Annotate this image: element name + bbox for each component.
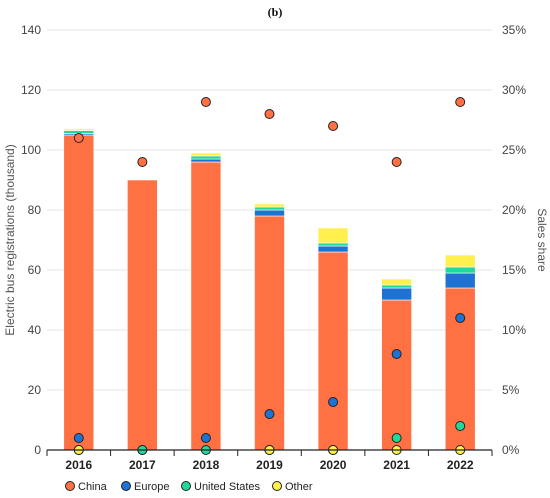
y-tick-label: 100: [21, 143, 41, 157]
legend-china-label: China: [78, 481, 108, 493]
bar-other-2016: [63, 128, 95, 131]
bar-other-2018: [190, 152, 222, 157]
share-point-china-2021: [391, 157, 402, 167]
chart-title: (b): [268, 5, 283, 19]
bar-other-2019: [254, 203, 285, 208]
x-tick-label: 2018: [193, 458, 220, 472]
y2-tick-label: 25%: [502, 143, 526, 157]
legend-china-marker: [65, 481, 75, 491]
share-point-europe-2019: [264, 409, 275, 419]
bar-united-states-2021: [381, 284, 412, 289]
y2-tick-label: 5%: [502, 383, 520, 397]
share-point-china-2017: [137, 157, 148, 167]
bar-europe-2021: [381, 287, 412, 301]
y-tick-label: 60: [28, 263, 42, 277]
y2-axis-title: Sales share: [535, 208, 549, 272]
bar-china-2020: [317, 251, 349, 451]
share-point-europe-2016: [73, 433, 84, 443]
share-point-united-states-2022: [455, 421, 466, 431]
x-tick-label: 2019: [256, 458, 283, 472]
bar-united-states-2022: [444, 266, 476, 274]
share-point-europe-2018: [200, 433, 211, 443]
legend: China Europe United States Other: [65, 481, 313, 493]
axes: 0 20 40 60 80 100 120 140 0% 5% 10% 15% 20% 25% 30% 35%…: [21, 23, 526, 472]
bar-europe-2019: [254, 209, 285, 217]
bar-united-states-2018: [190, 155, 222, 160]
y2-tick-label: 35%: [502, 23, 526, 37]
bar-china-2016: [63, 134, 95, 451]
y2-tick-label: 30%: [502, 83, 526, 97]
bar-china-2021: [381, 299, 412, 451]
legend-other-marker: [272, 481, 282, 491]
stacked-bars: [63, 128, 476, 451]
share-point-china-2016: [73, 133, 84, 143]
x-tick-label: 2021: [383, 458, 410, 472]
bar-united-states-2019: [254, 206, 285, 211]
y-axis-title: Electric bus registrations (thousand): [3, 144, 17, 335]
x-tick-label: 2016: [65, 458, 92, 472]
share-point-europe-2021: [391, 349, 402, 359]
share-point-china-2019: [264, 109, 275, 119]
bar-europe-2022: [444, 272, 476, 289]
legend-us-marker: [181, 481, 191, 491]
bar-china-2018: [190, 161, 222, 451]
y2-tick-label: 15%: [502, 263, 526, 277]
bar-united-states-2020: [317, 242, 349, 247]
x-tick-label: 2022: [447, 458, 474, 472]
bar-europe-2018: [190, 158, 222, 163]
legend-other-label: Other: [285, 481, 313, 493]
legend-europe-label: Europe: [134, 481, 169, 493]
y-tick-label: 40: [28, 323, 42, 337]
bar-other-2020: [317, 227, 349, 244]
x-tick-label: 2017: [129, 458, 156, 472]
y-tick-label: 20: [28, 383, 42, 397]
share-point-china-2020: [328, 121, 339, 131]
bar-europe-2020: [317, 245, 349, 253]
y-tick-label: 0: [34, 443, 41, 457]
share-point-united-states-2021: [391, 433, 402, 443]
legend-europe-marker: [121, 481, 131, 491]
bar-other-2021: [381, 278, 412, 286]
share-point-china-2022: [455, 97, 466, 107]
y-tick-label: 140: [21, 23, 41, 37]
y-tick-label: 80: [28, 203, 42, 217]
share-point-china-2018: [200, 97, 211, 107]
bar-china-2017: [127, 179, 158, 451]
legend-us-label: United States: [194, 481, 261, 493]
y2-tick-label: 0%: [502, 443, 520, 457]
y2-tick-label: 20%: [502, 203, 526, 217]
x-tick-label: 2020: [320, 458, 347, 472]
y2-tick-label: 10%: [502, 323, 526, 337]
bar-other-2022: [444, 254, 476, 268]
y-tick-label: 120: [21, 83, 41, 97]
share-point-europe-2020: [328, 397, 339, 407]
share-point-europe-2022: [455, 313, 466, 323]
